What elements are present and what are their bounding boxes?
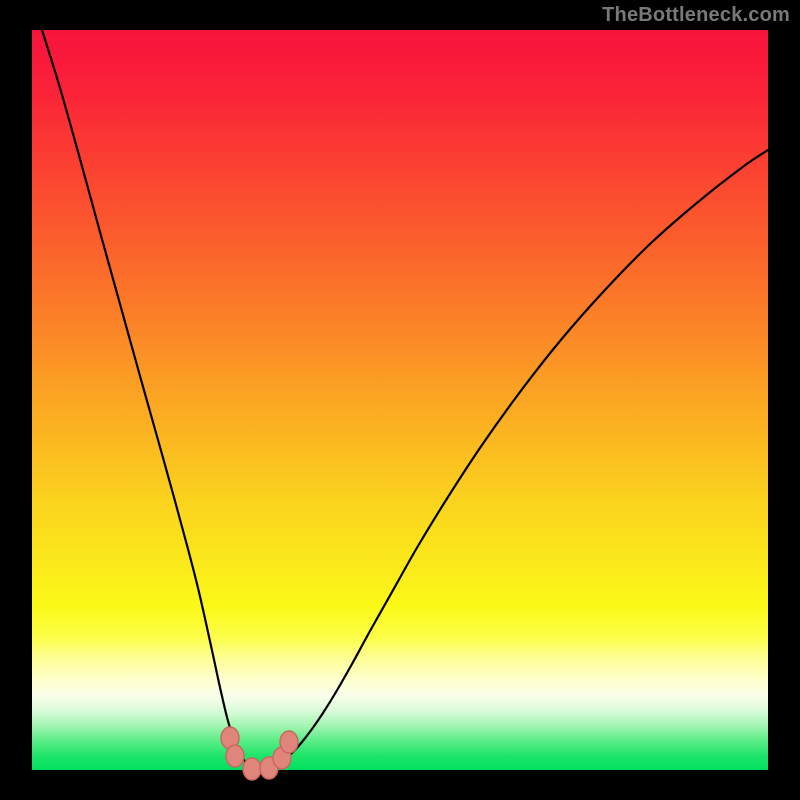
gradient-background bbox=[32, 30, 768, 770]
data-marker bbox=[243, 758, 261, 780]
data-marker bbox=[280, 731, 298, 753]
bottleneck-chart bbox=[0, 0, 800, 800]
watermark-text: TheBottleneck.com bbox=[602, 4, 790, 27]
data-marker bbox=[226, 745, 244, 767]
